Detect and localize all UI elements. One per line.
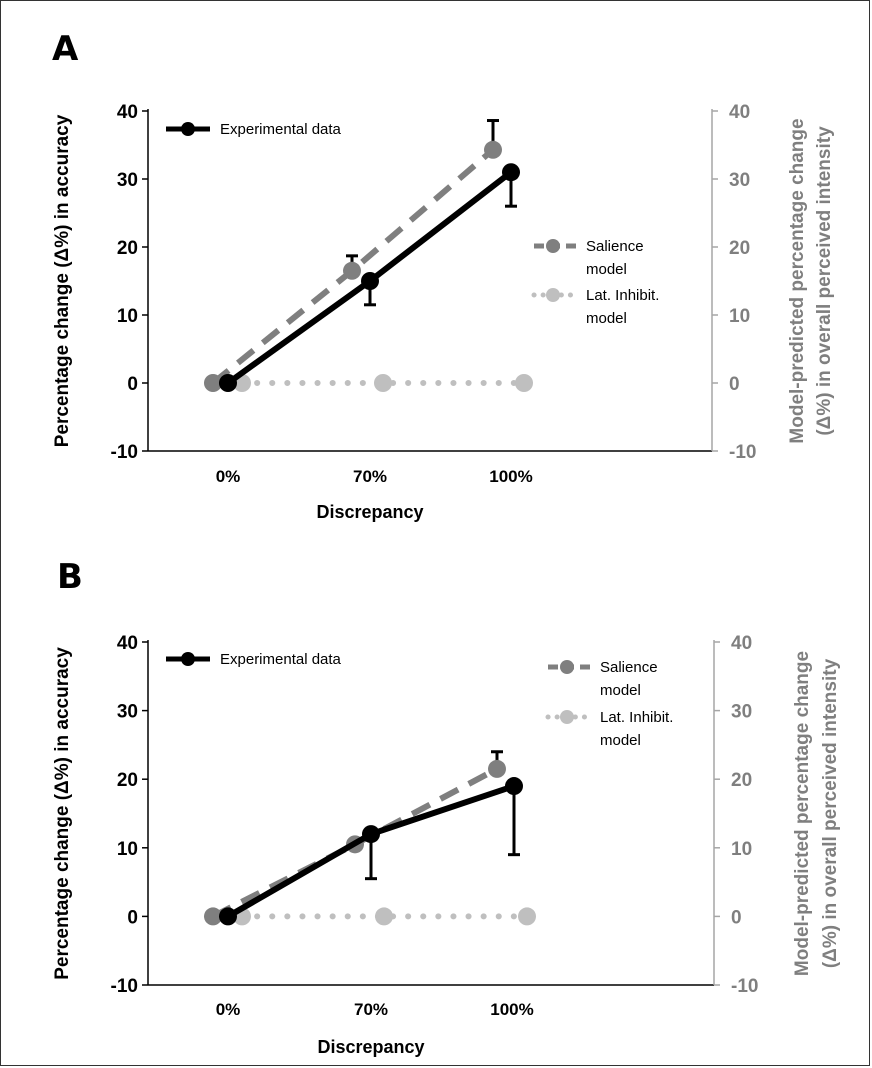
right-tick-label: 40 — [729, 102, 750, 123]
lat-inhibit-point — [515, 374, 533, 392]
x-axis-title: Discrepancy — [316, 502, 423, 522]
salience-series-line — [211, 766, 499, 920]
right-tick-label: 0 — [731, 907, 742, 928]
right-tick-label: -10 — [729, 442, 756, 463]
right-tick-label: 10 — [729, 306, 750, 327]
left-tick-label: 0 — [127, 907, 138, 928]
legend-lat-inhibit-label-line2: model — [586, 310, 627, 327]
category-label: 100% — [490, 1000, 533, 1019]
salience-point — [204, 374, 222, 392]
right-y-axis-title-line1: Model-predicted percentage change — [792, 651, 813, 976]
category-label: 70% — [353, 467, 387, 486]
right-tick-label: -10 — [731, 976, 758, 997]
left-tick-label: 0 — [127, 374, 138, 395]
left-tick-label: 30 — [117, 702, 138, 723]
experimental-point — [361, 272, 379, 290]
left-tick-label: 20 — [117, 770, 138, 791]
left-tick-label: 10 — [117, 839, 138, 860]
left-tick-label: 20 — [117, 238, 138, 259]
salience-point — [204, 907, 222, 926]
right-y-axis-title-line2: (Δ%) in overall perceived intensity — [820, 658, 841, 968]
lat-inhibit-point — [374, 374, 392, 392]
right-tick-label: 30 — [729, 170, 750, 191]
category-label: 70% — [354, 1000, 388, 1019]
salience-point — [343, 261, 361, 280]
legend-salience-marker — [560, 660, 574, 674]
experimental-point — [219, 907, 237, 926]
legend-experimental-label: Experimental data — [220, 651, 342, 668]
experimental-point — [362, 825, 380, 844]
right-tick-label: 40 — [731, 633, 752, 654]
experimental-point — [219, 374, 237, 392]
left-y-axis-title: Percentage change (Δ%) in accuracy — [52, 647, 73, 980]
right-tick-label: 20 — [731, 770, 752, 791]
right-y-axis-title-line1: Model-predicted percentage change — [787, 118, 808, 443]
left-tick-label: -10 — [111, 976, 138, 997]
salience-point — [484, 140, 502, 159]
left-tick-label: 40 — [117, 633, 138, 654]
panel-letter: B — [57, 557, 83, 597]
legend-lat-inhibit-marker — [546, 288, 560, 302]
legend-lat-inhibit-label-line1: Lat. Inhibit. — [600, 709, 673, 726]
legend-salience-marker — [546, 239, 560, 253]
legend-experimental-marker — [181, 652, 195, 666]
x-axis-title: Discrepancy — [317, 1037, 424, 1057]
experimental-point — [502, 163, 520, 182]
left-tick-label: -10 — [111, 442, 138, 463]
salience-point — [488, 759, 506, 778]
legend-salience-label-line2: model — [600, 682, 641, 699]
right-y-axis-title-line2: (Δ%) in overall perceived intensity — [814, 126, 835, 436]
category-label: 0% — [216, 467, 241, 486]
legend-salience-label-line1: Salience — [586, 238, 644, 255]
panel-letter: A — [52, 29, 79, 69]
legend-salience-label-line1: Salience — [600, 659, 658, 676]
legend-lat-inhibit-label-line1: Lat. Inhibit. — [586, 287, 659, 304]
legend-lat-inhibit-label-line2: model — [600, 732, 641, 749]
left-tick-label: 30 — [117, 170, 138, 191]
lat-inhibit-point — [518, 907, 536, 926]
legend-experimental-label: Experimental data — [220, 121, 342, 138]
experimental-point — [505, 777, 523, 796]
left-y-axis-title: Percentage change (Δ%) in accuracy — [52, 114, 73, 447]
right-tick-label: 30 — [731, 702, 752, 723]
category-label: 100% — [489, 467, 532, 486]
left-tick-label: 40 — [117, 102, 138, 123]
category-label: 0% — [216, 1000, 241, 1019]
right-tick-label: 20 — [729, 238, 750, 259]
lat-inhibit-point — [375, 907, 393, 926]
right-tick-label: 0 — [729, 374, 740, 395]
left-tick-label: 10 — [117, 306, 138, 327]
legend-experimental-marker — [181, 122, 195, 136]
legend-lat-inhibit-marker — [560, 710, 574, 724]
right-tick-label: 10 — [731, 839, 752, 860]
panel-b: B -10 -10 0 0 10 10 20 20 30 30 40 40 0% 70% 100% Discre… — [52, 557, 841, 1057]
panel-a: A -10 -10 0 0 10 10 20 20 30 30 40 40 0% 70% 100% Discre… — [52, 29, 835, 522]
legend-salience-label-line2: model — [586, 261, 627, 278]
